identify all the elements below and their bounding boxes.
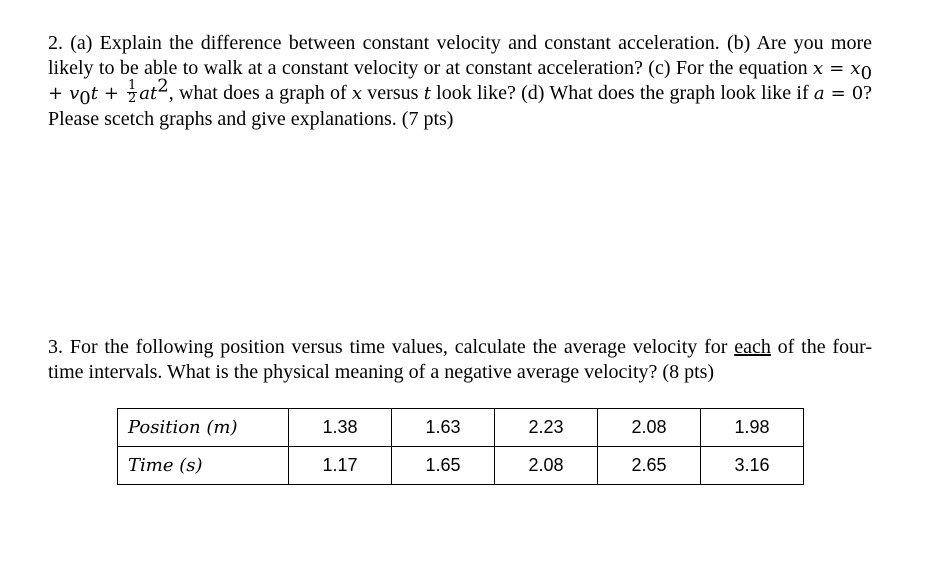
table-cell: 2.08 xyxy=(597,408,701,447)
table-cell: 1.38 xyxy=(288,408,392,447)
equation-x: x xyxy=(813,57,824,79)
variable-x: x xyxy=(351,83,363,104)
equation-v0: v xyxy=(69,83,80,104)
question-3-text-2: of the four-time intervals. What is the … xyxy=(48,336,872,383)
question-2-text-2: , what does a graph of xyxy=(168,82,352,104)
fraction-denominator: 2 xyxy=(128,90,137,106)
equation-2-equals: = xyxy=(824,83,852,104)
table-cell: 1.98 xyxy=(700,408,804,447)
question-2-text-4: look like? (d) What does the graph look … xyxy=(430,82,814,104)
table-row-position: Position (m) 1.38 1.63 2.23 2.08 1.98 xyxy=(117,408,804,447)
table-cell: 1.65 xyxy=(391,446,495,485)
equation-at: at xyxy=(139,83,158,104)
equation-equals: = xyxy=(823,57,851,79)
equation-t: t xyxy=(90,83,98,104)
fraction-numerator: 1 xyxy=(127,77,138,93)
table-cell: 2.08 xyxy=(494,446,598,485)
equation-x0-subscript: 0 xyxy=(860,62,873,84)
table-cell: 1.17 xyxy=(288,446,392,485)
table-cell: 2.23 xyxy=(494,408,598,447)
question-2-text-3: versus xyxy=(362,82,424,104)
question-2-text-5: ? Please scetch graphs and give explanat… xyxy=(48,82,873,130)
table-row-time: Time (s) 1.17 1.65 2.08 2.65 3.16 xyxy=(117,446,804,485)
equation-plus-2: + xyxy=(97,83,125,104)
question-3-intro: 3. For the following position versus tim… xyxy=(48,336,735,358)
equation-v0-subscript: 0 xyxy=(79,88,91,109)
equation-2-zero: 0 xyxy=(851,83,864,104)
table-cell: 3.16 xyxy=(700,446,804,485)
row-header-time: Time (s) xyxy=(117,446,289,485)
equation-exponent: 2 xyxy=(157,75,169,97)
table-cell: 1.63 xyxy=(391,408,495,447)
equation-x0: x xyxy=(850,57,861,79)
row-header-position: Position (m) xyxy=(117,408,289,447)
question-3-text: 3. For the following position versus tim… xyxy=(48,335,872,384)
variable-a: a xyxy=(813,83,825,104)
question-2-text: 2. (a) Explain the difference between co… xyxy=(48,31,872,131)
equation-plus: + xyxy=(48,83,70,104)
question-2-intro: 2. (a) Explain the difference between co… xyxy=(48,32,872,79)
underlined-word: each xyxy=(734,336,771,358)
position-time-table: Position (m) 1.38 1.63 2.23 2.08 1.98 Ti… xyxy=(117,408,804,485)
variable-t: t xyxy=(423,83,431,104)
table-cell: 2.65 xyxy=(597,446,701,485)
